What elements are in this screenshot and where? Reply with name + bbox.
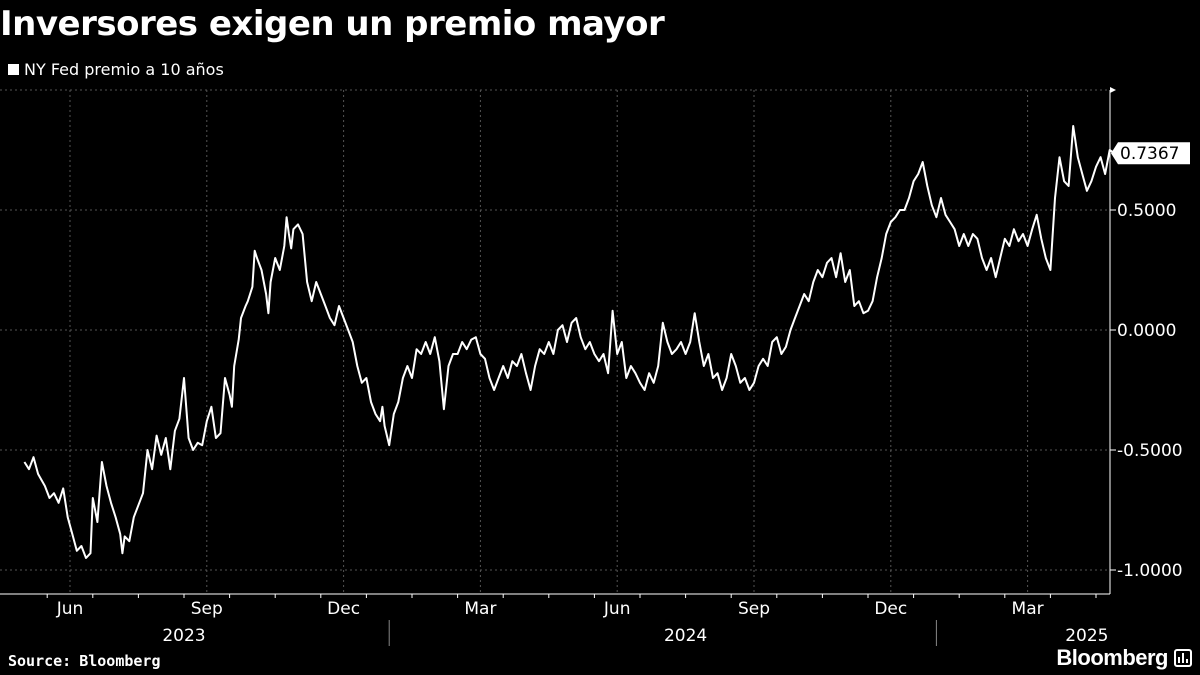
source-label: Source: [8, 652, 72, 670]
x-tick-label: Jun [56, 599, 84, 619]
bar-chart-icon [1174, 649, 1192, 667]
x-year-label: 2024 [664, 626, 707, 646]
y-axis-top-tick [1110, 87, 1116, 93]
y-tick-label: 0.5000 [1117, 201, 1176, 221]
legend: NY Fed premio a 10 años [8, 60, 224, 79]
x-tick-label: Mar [464, 599, 496, 619]
x-year-label: 2023 [162, 626, 205, 646]
chart-title: Inversores exigen un premio mayor [0, 4, 665, 44]
y-tick-label: -0.5000 [1117, 441, 1183, 461]
legend-swatch [8, 64, 19, 75]
x-tick-label: Jun [603, 599, 631, 619]
brand-name: Bloomberg [1056, 645, 1168, 670]
x-tick-label: Sep [191, 599, 223, 619]
series-line-ny-fed-premio [23, 125, 1115, 559]
x-tick-label: Dec [327, 599, 360, 619]
y-tick-label: 0.0000 [1117, 321, 1176, 341]
x-year-label: 2025 [1065, 626, 1108, 646]
x-tick-label: Sep [738, 599, 770, 619]
last-value-label: 0.7367 [1120, 144, 1179, 164]
last-value-tag [1111, 142, 1190, 165]
y-tick-label: -1.0000 [1117, 561, 1183, 581]
legend-label: NY Fed premio a 10 años [24, 60, 224, 79]
source-note: Source: Bloomberg [8, 652, 161, 670]
source-value: Bloomberg [79, 652, 161, 670]
x-tick-label: Dec [874, 599, 907, 619]
x-tick-label: Mar [1012, 599, 1044, 619]
bloomberg-logo: Bloomberg [1056, 645, 1192, 671]
